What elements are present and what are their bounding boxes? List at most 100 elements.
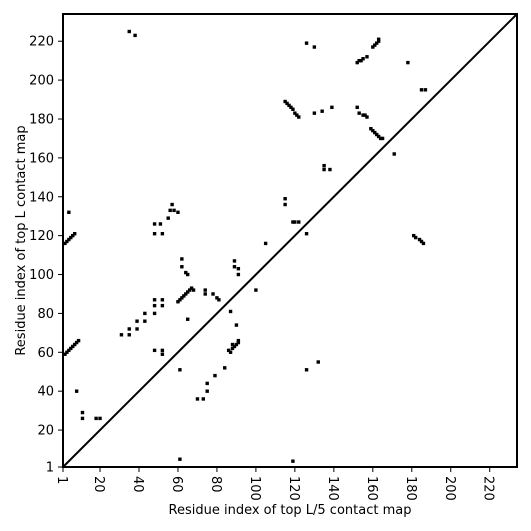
x-axis-ticks: 1 20 40 60 80 100 120 140 160 180 200 220 (54, 467, 496, 501)
y-tick-label: 40 (37, 385, 54, 400)
contact-point (119, 333, 124, 337)
contact-point (186, 290, 190, 294)
contact-point (291, 459, 295, 463)
y-axis-label: Residue index of top L contact map (14, 125, 29, 355)
contact-point (361, 113, 365, 117)
contact-point (203, 292, 207, 296)
x-axis-label: Residue index of top L/5 contact map (169, 503, 412, 518)
x-tick-label: 180 (403, 476, 418, 501)
contact-point (215, 296, 219, 300)
contact-point (203, 288, 207, 292)
contact-point (170, 202, 174, 207)
contact-point (160, 352, 165, 356)
y-tick-label: 200 (29, 74, 54, 89)
contact-point (223, 366, 227, 370)
contact-point (355, 105, 359, 110)
y-tick-label: 120 (29, 229, 54, 244)
contact-point (421, 241, 426, 246)
contact-point (135, 319, 139, 323)
contact-point (293, 220, 297, 224)
contact-point (205, 381, 209, 386)
contact-point (297, 115, 301, 119)
contact-point (293, 111, 297, 115)
contact-point (133, 33, 137, 38)
contact-point (80, 416, 85, 421)
contact-point (72, 232, 77, 236)
contact-point (373, 130, 377, 135)
contact-point (201, 397, 205, 401)
contact-point (186, 272, 190, 277)
contact-point (213, 373, 217, 378)
x-tick-label: 100 (247, 476, 262, 501)
contact-point (160, 298, 165, 302)
contact-point (232, 344, 237, 349)
contact-point (365, 55, 369, 59)
contact-point (378, 136, 383, 141)
contact-point (232, 259, 237, 263)
contact-point (195, 397, 200, 401)
x-tick-label: 220 (481, 476, 496, 501)
contact-point (191, 288, 196, 292)
contact-point (236, 272, 241, 277)
contact-point (412, 233, 416, 238)
contact-point (376, 37, 381, 41)
contact-point (160, 303, 165, 308)
contact-point (380, 136, 385, 141)
contact-point (63, 352, 67, 356)
x-tick-label: 160 (364, 476, 379, 501)
contact-point (152, 348, 157, 353)
contact-point (291, 220, 295, 224)
x-tick-label: 120 (286, 476, 301, 501)
contact-point (152, 232, 157, 236)
contact-point (316, 360, 320, 364)
contact-point (283, 99, 287, 104)
contact-point (363, 113, 367, 117)
contact-point (74, 389, 79, 393)
contact-point (127, 333, 131, 337)
contact-point (152, 303, 157, 308)
contact-point (406, 60, 410, 65)
contact-point (180, 257, 184, 261)
y-tick-label: 80 (37, 307, 54, 322)
contact-point (143, 311, 147, 316)
contact-point (283, 197, 287, 201)
contact-point (205, 389, 209, 393)
contact-point (234, 342, 239, 347)
contact-point (67, 348, 71, 353)
contact-point (376, 134, 381, 139)
contact-point (127, 29, 131, 34)
contact-point (172, 208, 176, 213)
contact-point (184, 292, 188, 296)
contact-point (304, 232, 309, 236)
contact-point (230, 346, 235, 351)
contact-point (65, 239, 69, 244)
contact-point (304, 41, 309, 45)
contact-point (152, 311, 157, 316)
contact-point (357, 58, 361, 63)
contact-point (168, 208, 172, 213)
contact-point (371, 128, 375, 133)
contact-point (419, 239, 424, 244)
y-tick-label: 140 (29, 190, 54, 205)
contact-point (322, 167, 326, 172)
contact-point (330, 105, 334, 110)
y-tick-label: 180 (29, 112, 54, 127)
y-tick-label: 220 (29, 35, 54, 50)
contact-point (72, 342, 77, 347)
contact-point (423, 88, 428, 92)
contact-point (291, 107, 295, 111)
contact-point (152, 298, 157, 302)
x-tick-label: 1 (54, 476, 69, 484)
contact-point (304, 368, 309, 372)
contact-point (67, 237, 71, 242)
contact-point (184, 270, 188, 275)
contact-point (287, 103, 291, 108)
contact-point (355, 60, 359, 65)
y-tick-label: 100 (29, 268, 54, 283)
contact-point (322, 163, 326, 168)
y-tick-label: 20 (37, 424, 54, 439)
contact-point (232, 265, 237, 269)
contact-point (143, 319, 147, 323)
